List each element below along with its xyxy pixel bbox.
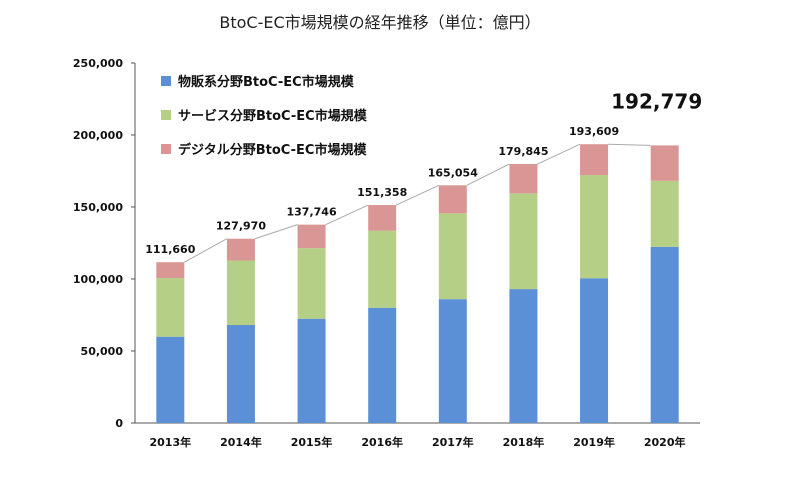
legend-label: 物販系分野BtoC-EC市場規模 xyxy=(178,74,355,90)
bar-segment xyxy=(650,180,679,247)
bar-segment xyxy=(438,213,467,300)
bars xyxy=(156,144,679,423)
connector-line xyxy=(608,143,651,146)
y-axis: 0 50,000 100,000 150,000 200,000 250,000 xyxy=(73,57,136,430)
connector-line xyxy=(325,204,369,226)
x-tick-label: 2017年 xyxy=(432,435,474,449)
total-label: 151,358 xyxy=(357,186,407,199)
connector-lines xyxy=(184,143,651,263)
bar-segment xyxy=(368,307,397,423)
bar-segment xyxy=(580,144,609,176)
bar-segment xyxy=(509,164,538,194)
bar-segment xyxy=(650,246,679,423)
total-label: 111,660 xyxy=(145,243,195,256)
bar-segment xyxy=(297,318,326,423)
x-tick-label: 2016年 xyxy=(361,435,403,449)
connector-line xyxy=(254,224,298,240)
y-tick-label: 150,000 xyxy=(73,201,123,214)
bar-segment xyxy=(226,325,255,423)
connector-line xyxy=(537,143,581,165)
legend-swatch xyxy=(161,144,171,154)
bar-segment xyxy=(580,175,609,279)
x-tick-label: 2019年 xyxy=(573,435,615,449)
legend-swatch xyxy=(161,76,171,86)
bar-segment xyxy=(438,185,467,214)
bar-segment xyxy=(509,193,538,290)
total-labels: 111,660 127,970 137,746 151,358 165,054 179,8… xyxy=(145,89,702,256)
connector-line xyxy=(184,238,228,263)
chart-title: BtoC-EC市場規模の経年推移（単位：億円） xyxy=(219,13,540,32)
total-label: 127,970 xyxy=(216,220,266,233)
bar-segment xyxy=(368,205,397,231)
y-tick-label: 200,000 xyxy=(73,129,123,142)
bar-segment xyxy=(368,230,397,308)
legend: 物販系分野BtoC-EC市場規模サービス分野BtoC-EC市場規模デジタル分野B… xyxy=(161,74,368,158)
legend-label: サービス分野BtoC-EC市場規模 xyxy=(178,108,368,124)
bar-segment xyxy=(650,145,679,181)
connector-line xyxy=(395,184,440,206)
bar-segment xyxy=(297,248,326,319)
y-tick-label: 250,000 xyxy=(73,57,123,70)
y-tick-label: 100,000 xyxy=(73,273,123,286)
total-label: 179,845 xyxy=(498,145,548,158)
bar-segment xyxy=(226,260,255,326)
x-tick-label: 2013年 xyxy=(150,435,192,449)
total-label: 192,779 xyxy=(611,89,702,113)
bar-segment xyxy=(156,262,185,279)
x-tick-label: 2020年 xyxy=(644,435,686,449)
total-label: 137,746 xyxy=(287,206,337,219)
y-tick-label: 0 xyxy=(115,417,123,430)
legend-swatch xyxy=(161,110,171,120)
bar-segment xyxy=(297,224,326,249)
legend-label: デジタル分野BtoC-EC市場規模 xyxy=(178,142,367,158)
total-label: 165,054 xyxy=(428,166,478,179)
total-label: 193,609 xyxy=(569,125,619,138)
x-tick-label: 2018年 xyxy=(503,435,545,449)
x-axis: 2013年 2014年 2015年 2016年 2017年 2018年 2019年 2020年 xyxy=(135,422,700,449)
x-tick-label: 2014年 xyxy=(220,435,262,449)
bar-segment xyxy=(156,336,185,423)
bar-segment xyxy=(438,299,467,423)
bar-segment xyxy=(580,278,609,423)
y-tick-label: 50,000 xyxy=(81,345,124,358)
connector-line xyxy=(466,163,510,186)
x-tick-label: 2015年 xyxy=(291,435,333,449)
bar-segment xyxy=(226,238,255,261)
bar-segment xyxy=(509,289,538,423)
bar-segment xyxy=(156,278,185,337)
